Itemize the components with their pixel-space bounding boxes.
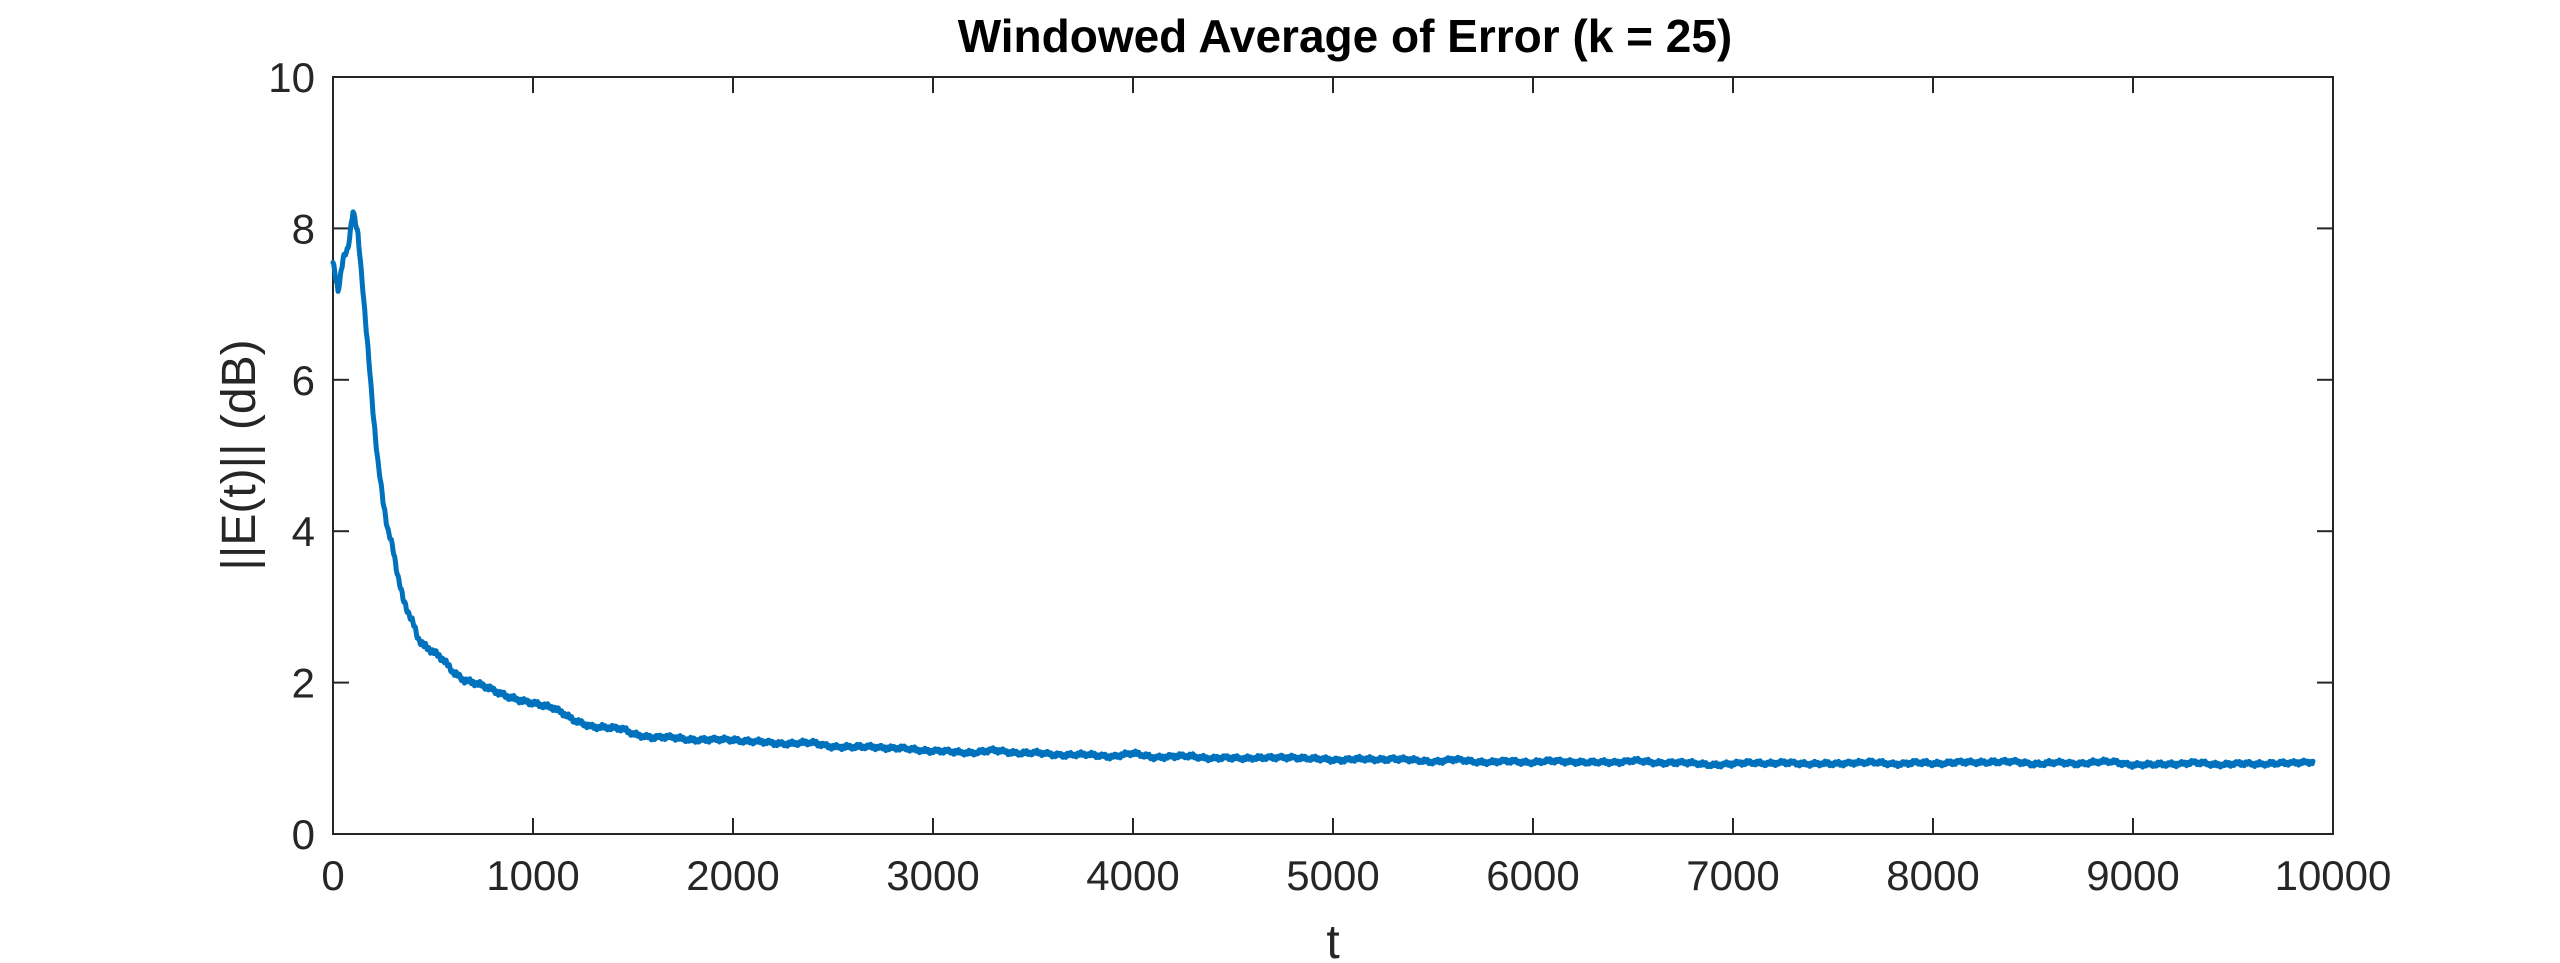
x-tick-label: 1000 [486, 852, 579, 899]
x-tick-label: 7000 [1686, 852, 1779, 899]
x-tick-label: 2000 [686, 852, 779, 899]
y-tick-label: 10 [268, 54, 315, 101]
x-tick-label: 8000 [1886, 852, 1979, 899]
x-tick-label: 6000 [1486, 852, 1579, 899]
plot-area [332, 76, 2334, 835]
x-tick-label: 4000 [1086, 852, 1179, 899]
y-tick-label: 6 [292, 357, 315, 404]
series-line [330, 209, 2316, 770]
x-tick-label: 3000 [886, 852, 979, 899]
y-tick-label: 4 [292, 508, 315, 555]
x-axis: 0 1000 2000 3000 4000 5000 6000 7000 8000 9000 100… [321, 77, 2391, 899]
x-tick-label: 9000 [2086, 852, 2179, 899]
x-tick-label: 5000 [1286, 852, 1379, 899]
x-tick-label: 10000 [2275, 852, 2392, 899]
chart-title: Windowed Average of Error (k = 25) [958, 10, 1733, 62]
y-tick-label: 0 [292, 811, 315, 858]
y-tick-label: 2 [292, 660, 315, 707]
x-tick-label: 0 [321, 852, 344, 899]
y-tick-label: 8 [292, 205, 315, 252]
y-axis-label: ||E(t)|| (dB) [213, 339, 266, 570]
y-axis: 0 2 4 6 8 10 [268, 54, 2333, 858]
x-axis-label: t [1326, 916, 1339, 963]
